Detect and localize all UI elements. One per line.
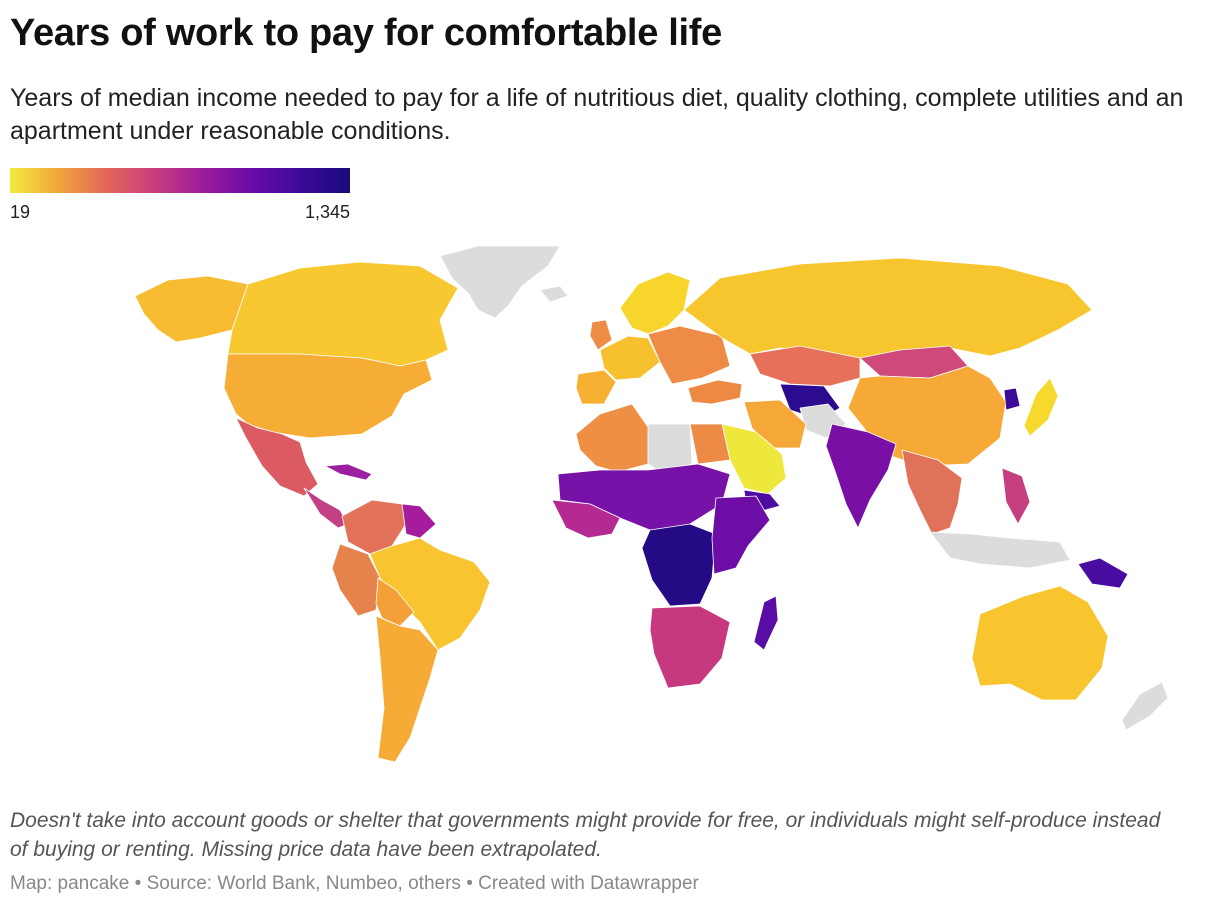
region-peru-ecuador[interactable] [331,543,381,617]
world-map [134,245,1169,763]
region-egypt[interactable] [689,423,731,465]
region-russia[interactable] [683,257,1093,361]
region-argentina-chile[interactable] [375,615,439,763]
region-mexico[interactable] [235,417,319,497]
region-cuba[interactable] [324,463,373,481]
region-southern-africa[interactable] [649,605,731,689]
region-guyana-suriname[interactable] [401,503,437,539]
region-canada[interactable] [227,261,459,367]
region-southeast-asia[interactable] [901,449,963,535]
region-madagascar[interactable] [753,595,779,651]
region-colombia-venezuela[interactable] [341,499,407,555]
region-saudi-arabia[interactable] [721,423,787,495]
color-legend: 19 1,345 [10,168,350,222]
region-libya[interactable] [647,423,693,473]
region-philippines[interactable] [1001,467,1031,525]
region-morocco-algeria[interactable] [575,403,651,473]
region-iberia[interactable] [575,369,617,405]
region-turkey[interactable] [687,379,743,405]
region-iceland[interactable] [539,285,569,303]
region-australia[interactable] [971,585,1109,701]
legend-min-label: 19 [10,202,31,222]
region-scandinavia[interactable] [619,271,691,335]
region-central-africa[interactable] [641,523,717,607]
region-north-korea[interactable] [1003,387,1021,411]
region-new-zealand[interactable] [1121,681,1169,731]
region-united-kingdom[interactable] [589,319,613,351]
region-indonesia[interactable] [929,531,1071,569]
region-japan[interactable] [1023,377,1059,437]
region-eastern-europe[interactable] [647,325,731,385]
region-india[interactable] [825,423,897,529]
region-central-america[interactable] [303,487,349,529]
region-alaska[interactable] [134,275,249,343]
region-west-africa[interactable] [551,499,621,539]
footnote: Doesn't take into account goods or shelt… [10,809,1161,861]
region-papua-new-guinea[interactable] [1077,557,1129,589]
region-united-states[interactable] [223,353,433,439]
legend-max-label: 1,345 [304,202,350,222]
chart-title: Years of work to pay for comfortable lif… [10,12,722,54]
legend-gradient-bar [10,168,350,193]
region-greenland[interactable] [439,245,561,319]
region-western-europe[interactable] [599,335,661,381]
chart-subtitle: Years of median income needed to pay for… [10,84,1184,145]
region-kazakhstan[interactable] [749,345,861,387]
source-credit: Map: pancake • Source: World Bank, Numbe… [10,873,699,894]
region-east-africa[interactable] [711,495,771,575]
